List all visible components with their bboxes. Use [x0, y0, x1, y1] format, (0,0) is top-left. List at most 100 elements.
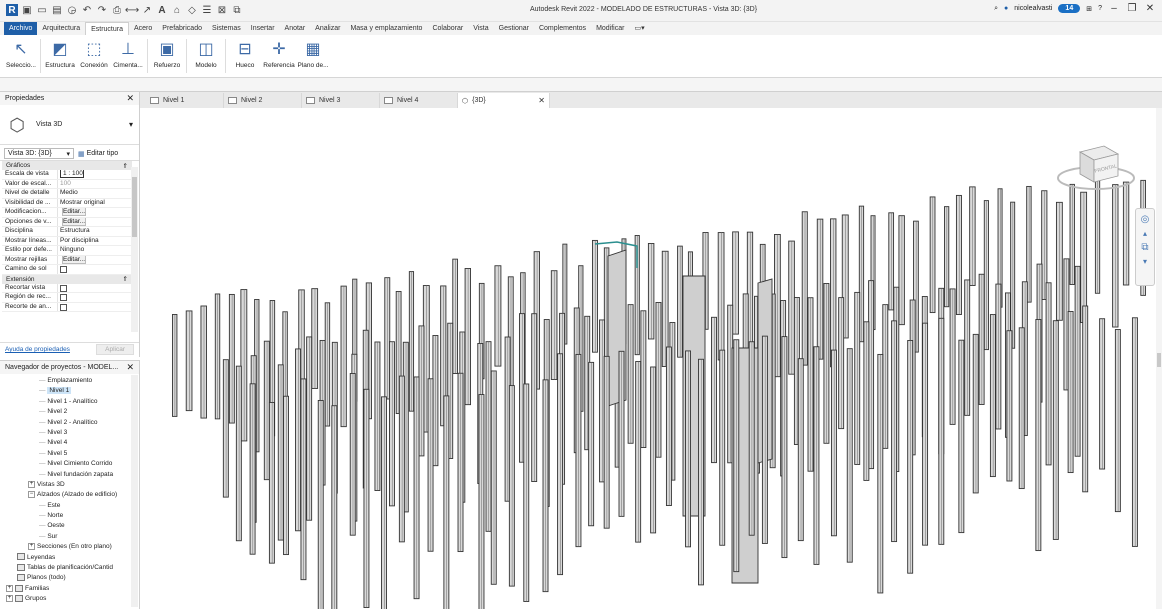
- home-icon[interactable]: ▣: [22, 4, 32, 16]
- structural-column[interactable]: [523, 383, 530, 602]
- steering-wheel-icon[interactable]: ◎: [1140, 214, 1150, 225]
- notifications-badge[interactable]: 14: [1058, 4, 1081, 13]
- reference-button[interactable]: ✛ Referencia: [262, 35, 296, 77]
- structural-column[interactable]: [452, 258, 458, 375]
- structural-column[interactable]: [1099, 318, 1106, 470]
- structural-column[interactable]: [1006, 330, 1013, 482]
- structural-column[interactable]: [647, 243, 655, 340]
- browser-item[interactable]: — Norte: [0, 511, 139, 521]
- structural-column[interactable]: [913, 220, 919, 353]
- browser-item[interactable]: — Nivel 1 - Analítico: [0, 397, 139, 407]
- structural-column[interactable]: [542, 379, 549, 593]
- structural-column[interactable]: [640, 310, 647, 448]
- structural-column[interactable]: [588, 361, 595, 527]
- property-value[interactable]: 100: [60, 179, 71, 187]
- ribbon-tab[interactable]: Colaborar: [432, 25, 464, 32]
- view-tab[interactable]: Nivel 2: [224, 93, 302, 108]
- restore-icon[interactable]: ❐: [1127, 3, 1137, 14]
- property-checkbox[interactable]: [60, 294, 67, 301]
- structural-column[interactable]: [408, 271, 415, 412]
- structural-column[interactable]: [698, 358, 704, 586]
- ribbon-tab[interactable]: Masa y emplazamiento: [350, 25, 423, 32]
- ribbon-tab[interactable]: Anotar: [284, 25, 306, 32]
- structural-column[interactable]: [846, 348, 853, 563]
- save-icon[interactable]: ▤: [52, 4, 62, 16]
- structural-column[interactable]: [788, 240, 795, 375]
- property-value[interactable]: Ninguno: [60, 246, 85, 253]
- structural-column[interactable]: [557, 353, 564, 576]
- structural-column[interactable]: [813, 346, 820, 565]
- structural-column[interactable]: [665, 346, 672, 506]
- structural-column[interactable]: [494, 265, 502, 367]
- structural-column[interactable]: [922, 322, 929, 546]
- ribbon-minimize-icon[interactable]: ▭▾: [634, 25, 645, 32]
- structural-column[interactable]: [485, 341, 492, 532]
- structural-column[interactable]: [490, 370, 497, 585]
- ribbon-tab[interactable]: Gestionar: [498, 25, 529, 32]
- structural-column[interactable]: [214, 293, 221, 420]
- structural-column[interactable]: [300, 378, 307, 581]
- view-tab[interactable]: Nivel 3: [302, 93, 380, 108]
- structural-column[interactable]: [618, 350, 625, 517]
- structural-column[interactable]: [427, 378, 434, 552]
- ribbon-tab[interactable]: Insertar: [250, 25, 275, 32]
- cart-icon[interactable]: ⊞: [1086, 5, 1093, 13]
- connection-button[interactable]: ⬚ Conexión: [77, 35, 111, 77]
- type-selector[interactable]: ⬡ Vista 3D ▾: [0, 105, 139, 145]
- structural-column[interactable]: [249, 383, 256, 555]
- structural-column[interactable]: [661, 250, 669, 367]
- undo-icon[interactable]: ↶: [82, 4, 92, 16]
- structural-column[interactable]: [317, 399, 324, 609]
- revit-logo-icon[interactable]: R: [6, 4, 18, 16]
- view-tab[interactable]: Nivel 1: [146, 93, 224, 108]
- structural-column[interactable]: [907, 340, 914, 574]
- viewcube[interactable]: FRONTAL: [1054, 130, 1138, 196]
- structural-column[interactable]: [1026, 185, 1032, 303]
- property-value-input[interactable]: 1 : 100: [60, 170, 84, 178]
- structural-column[interactable]: [732, 231, 739, 335]
- collapse-icon[interactable]: ⇑: [122, 162, 128, 170]
- property-group-header[interactable]: Extensión ⇑: [2, 274, 132, 284]
- structural-column[interactable]: [1041, 190, 1048, 300]
- structural-column[interactable]: [381, 396, 387, 609]
- model-button[interactable]: ◫ Modelo: [189, 35, 223, 77]
- structural-column[interactable]: [185, 310, 193, 412]
- structural-column[interactable]: [172, 314, 178, 417]
- browser-item[interactable]: − Alzados (Alzado de edificio): [0, 490, 139, 500]
- structural-column[interactable]: [719, 349, 726, 546]
- foundation-button[interactable]: ⊥ Cimenta...: [111, 35, 145, 77]
- print-icon[interactable]: ⎙: [113, 4, 121, 16]
- structural-column[interactable]: [398, 375, 405, 543]
- property-checkbox[interactable]: [60, 303, 67, 311]
- structural-column[interactable]: [627, 304, 634, 444]
- view-tab[interactable]: ⬡ {3D} ✕: [458, 93, 550, 108]
- structural-column[interactable]: [748, 341, 755, 536]
- structural-column[interactable]: [733, 339, 740, 573]
- structural-column[interactable]: [603, 355, 610, 529]
- expand-icon[interactable]: +: [6, 584, 13, 592]
- browser-item[interactable]: — Nivel 2: [0, 407, 139, 417]
- browser-item[interactable]: — Oeste: [0, 521, 139, 531]
- structural-column[interactable]: [807, 297, 814, 472]
- structural-column[interactable]: [898, 215, 905, 326]
- structural-column[interactable]: [944, 206, 950, 308]
- property-group-header[interactable]: Gráficos ⇑: [2, 161, 132, 170]
- edit-button[interactable]: Editar...: [62, 208, 87, 216]
- collapse-icon[interactable]: −: [28, 491, 35, 499]
- structural-column[interactable]: [650, 366, 657, 534]
- structural-column[interactable]: [235, 365, 242, 542]
- structural-column[interactable]: [1094, 178, 1101, 294]
- structural-column[interactable]: [685, 350, 691, 548]
- edit-button[interactable]: Editar...: [62, 255, 87, 264]
- property-value[interactable]: Mostrar original: [60, 198, 105, 206]
- structural-column[interactable]: [882, 304, 889, 449]
- structural-column[interactable]: [1069, 183, 1075, 285]
- apply-button[interactable]: Aplicar: [96, 344, 134, 355]
- browser-item[interactable]: + Familias: [0, 584, 139, 594]
- structural-column[interactable]: [531, 313, 538, 482]
- structural-column[interactable]: [955, 194, 962, 315]
- edit-type-button[interactable]: ▦ Editar tipo: [78, 150, 118, 158]
- chevron-down-icon[interactable]: ▾: [128, 120, 133, 129]
- structural-column[interactable]: [978, 273, 985, 405]
- ribbon-tab[interactable]: Sistemas: [212, 25, 241, 32]
